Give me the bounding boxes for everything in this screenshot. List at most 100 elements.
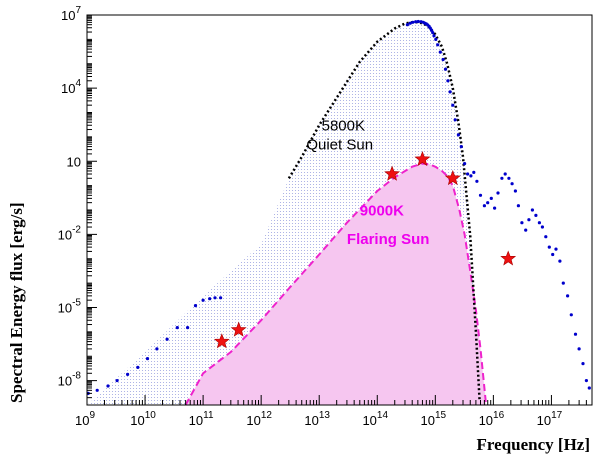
x-tick-label: 1010: [130, 410, 156, 428]
data-point: [489, 196, 493, 200]
data-point: [126, 372, 130, 376]
data-point: [486, 201, 490, 205]
data-point: [432, 34, 436, 38]
data-point: [456, 133, 460, 137]
data-point: [551, 252, 555, 257]
data-point: [478, 193, 483, 197]
x-tick-label: 1014: [362, 410, 388, 428]
data-point: [219, 296, 223, 300]
data-point: [558, 259, 562, 263]
data-point: [208, 297, 212, 301]
data-point: [469, 174, 473, 178]
data-point: [414, 20, 418, 24]
star-marker: [500, 250, 517, 266]
y-axis: 10-8 10-5 10-2 10 104 107: [58, 5, 97, 406]
plot-area: [87, 19, 591, 405]
data-point: [472, 170, 476, 174]
data-point: [429, 28, 434, 32]
data-point: [540, 225, 545, 229]
data-point: [405, 23, 409, 27]
data-point: [145, 357, 150, 361]
data-point: [569, 313, 573, 317]
data-point: [566, 294, 570, 298]
data-point: [411, 20, 415, 24]
y-tick-label: 10-5: [58, 298, 82, 316]
y-tick-label: 107: [61, 5, 81, 23]
x-tick-label: 1017: [537, 410, 563, 428]
data-point: [463, 162, 467, 166]
data-point: [493, 206, 497, 210]
data-point: [136, 365, 140, 369]
annotation-label: Quiet Sun: [306, 137, 373, 154]
data-point: [448, 90, 452, 94]
data-point: [577, 347, 581, 351]
flaring-sun-fill: [185, 163, 487, 405]
data-point: [503, 172, 507, 176]
data-point: [510, 182, 514, 186]
data-point: [459, 145, 463, 149]
data-point: [434, 37, 438, 42]
data-point: [516, 204, 521, 208]
data-point: [416, 19, 420, 24]
data-point: [155, 347, 159, 351]
flaring-sun-curve: [184, 162, 488, 405]
data-point: [537, 221, 542, 225]
data-point: [451, 103, 455, 107]
data-point: [513, 189, 518, 193]
x-tick-label: 1013: [304, 410, 330, 428]
annotation-label: 9000K: [360, 202, 404, 219]
data-point: [500, 176, 504, 180]
data-point: [201, 298, 205, 302]
data-point: [554, 247, 558, 251]
data-point: [561, 281, 565, 285]
data-point: [587, 386, 591, 390]
data-point: [408, 21, 412, 25]
y-tick-label: 104: [61, 78, 81, 96]
data-point: [581, 362, 585, 366]
data-point: [438, 50, 442, 54]
data-point: [453, 118, 457, 122]
data-point: [115, 379, 119, 383]
data-point: [507, 176, 511, 180]
data-point: [573, 332, 578, 336]
data-point: [165, 337, 169, 341]
data-point: [193, 304, 198, 308]
data-point: [547, 245, 551, 249]
data-point: [496, 191, 500, 195]
x-tick-label: 1015: [421, 410, 447, 428]
data-point: [475, 179, 479, 183]
x-tick-label: 1011: [189, 410, 214, 428]
data-point: [431, 30, 435, 35]
data-point: [441, 57, 445, 62]
star-marker: [213, 333, 230, 349]
data-point: [436, 43, 440, 47]
data-point: [213, 296, 217, 300]
data-point: [482, 204, 486, 208]
annotation-label: Flaring Sun: [347, 231, 430, 248]
y-tick-label: 10-8: [58, 371, 82, 389]
data-point: [584, 379, 589, 383]
data-point: [443, 67, 448, 71]
data-point: [106, 384, 110, 388]
data-point: [527, 218, 531, 222]
annotation-label: 5800K: [322, 118, 365, 135]
data-point: [544, 235, 548, 239]
star-marker: [384, 165, 400, 181]
x-tick-label: 109: [75, 410, 95, 428]
annotations: 5800K Quiet Sun 9000K Flaring Sun: [306, 118, 429, 248]
data-point: [95, 388, 99, 392]
data-point: [175, 326, 179, 330]
y-tick-label: 10-2: [58, 224, 82, 242]
data-point: [530, 208, 535, 212]
data-point: [186, 326, 190, 330]
data-point: [446, 79, 450, 83]
star-marker: [444, 169, 461, 186]
data-point: [466, 172, 470, 176]
data-point: [524, 228, 528, 232]
star-marker: [414, 150, 431, 167]
x-tick-label: 1012: [246, 410, 272, 428]
data-point: [534, 213, 538, 217]
x-axis: 109 1010 1011 1012 1013 1014 1015 1016 1017: [75, 395, 593, 428]
data-point: [520, 221, 524, 225]
